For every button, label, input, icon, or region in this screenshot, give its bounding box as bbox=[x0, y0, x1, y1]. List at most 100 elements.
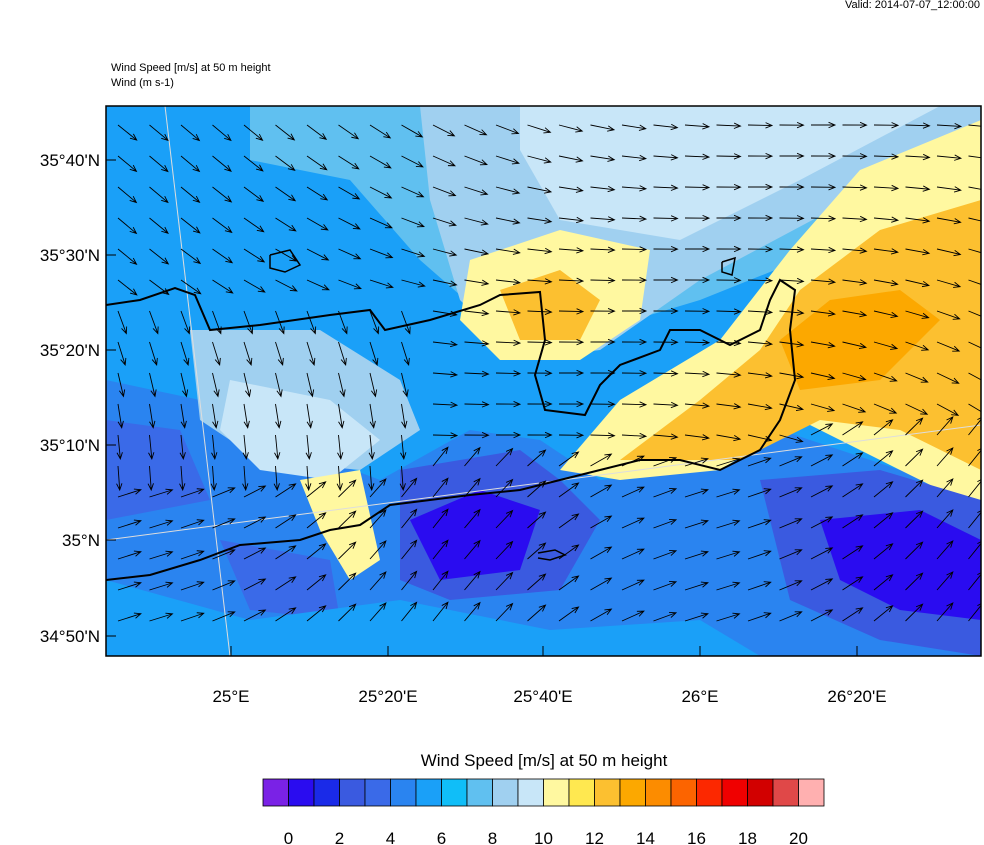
wind-arrow bbox=[179, 465, 186, 492]
wind-arrow bbox=[180, 248, 202, 265]
wind-arrow bbox=[117, 155, 138, 173]
wind-arrow bbox=[306, 217, 329, 231]
wind-arrow bbox=[558, 606, 580, 622]
wind-arrow bbox=[212, 487, 236, 498]
wind-arrow bbox=[116, 434, 123, 461]
wind-arrow bbox=[149, 124, 169, 142]
wind-arrow bbox=[149, 310, 159, 335]
wind-arrow bbox=[338, 603, 357, 622]
wind-arrow bbox=[243, 609, 267, 622]
wind-arrow bbox=[747, 403, 773, 411]
wind-arrow bbox=[936, 540, 954, 560]
wind-arrow bbox=[212, 518, 236, 529]
wind-arrow bbox=[558, 544, 580, 560]
wind-arrow bbox=[306, 124, 328, 141]
wind-arrow bbox=[275, 248, 298, 262]
wind-arrow bbox=[305, 465, 312, 492]
wind-arrow bbox=[590, 577, 613, 591]
wind-arrow bbox=[873, 372, 898, 382]
colorbar-label: 8 bbox=[488, 829, 497, 845]
wind-arrow bbox=[684, 519, 709, 529]
wind-arrow bbox=[842, 184, 868, 191]
wind-arrow bbox=[527, 186, 553, 194]
wind-arrow bbox=[432, 155, 456, 167]
wind-arrow bbox=[306, 543, 327, 560]
wind-arrow bbox=[117, 279, 138, 296]
wind-arrow bbox=[369, 540, 387, 560]
wind-arrow bbox=[464, 340, 490, 347]
wind-arrow bbox=[306, 279, 330, 291]
wind-arrow bbox=[716, 339, 742, 347]
wind-arrow bbox=[873, 341, 899, 350]
wind-arrow bbox=[212, 580, 236, 591]
wind-arrow bbox=[905, 279, 931, 288]
wind-arrow bbox=[527, 449, 547, 467]
wind-arrow bbox=[401, 341, 410, 367]
colorbar-label: 2 bbox=[335, 829, 344, 845]
wind-arrow bbox=[527, 511, 547, 529]
wind-arrow bbox=[810, 547, 834, 560]
wind-arrow bbox=[432, 279, 458, 287]
wind-arrow bbox=[716, 245, 742, 253]
wind-arrow bbox=[243, 341, 253, 367]
wind-arrow bbox=[968, 572, 981, 591]
wind-arrow bbox=[432, 601, 449, 622]
wind-arrow bbox=[495, 155, 520, 165]
wind-arrow bbox=[117, 186, 138, 204]
wind-arrow bbox=[117, 310, 128, 335]
wind-arrow bbox=[621, 517, 645, 529]
wind-arrow bbox=[621, 455, 645, 467]
wind-arrow bbox=[968, 248, 981, 254]
wind-arrow bbox=[747, 612, 772, 622]
wind-arrow bbox=[180, 310, 191, 335]
wind-arrow bbox=[432, 371, 459, 378]
colorbar-box bbox=[466, 778, 493, 807]
wind-arrow bbox=[842, 514, 864, 529]
wind-arrow bbox=[338, 310, 348, 335]
wind-arrow bbox=[401, 217, 425, 228]
wind-arrow bbox=[432, 217, 457, 227]
valid-time: Valid: 2014-07-07_12:00:00 bbox=[845, 0, 980, 11]
wind-arrow bbox=[464, 186, 489, 196]
wind-arrow bbox=[684, 308, 711, 315]
wind-arrow bbox=[936, 571, 954, 591]
wind-arrow bbox=[527, 400, 553, 408]
wind-arrow bbox=[117, 612, 142, 622]
wind-arrow bbox=[401, 601, 418, 622]
wind-arrow bbox=[968, 341, 981, 349]
wind-arrow bbox=[590, 608, 613, 622]
wind-arrow bbox=[211, 434, 218, 461]
lat-label: 35°20'N bbox=[40, 341, 100, 360]
wind-arrow bbox=[779, 487, 803, 498]
colorbar-box bbox=[619, 778, 646, 807]
wind-arrow bbox=[747, 183, 774, 191]
wind-arrow bbox=[180, 372, 189, 398]
wind-arrow bbox=[842, 576, 864, 591]
wind-arrow bbox=[905, 153, 931, 161]
wind-arrow bbox=[306, 341, 316, 367]
map-fill bbox=[106, 106, 981, 656]
colorbar-label: 18 bbox=[738, 829, 757, 845]
wind-arrow bbox=[779, 121, 805, 129]
wind-arrow bbox=[149, 372, 157, 398]
wind-arrow bbox=[180, 403, 187, 429]
wind-arrow bbox=[873, 574, 894, 591]
wind-arrow bbox=[590, 484, 613, 498]
wind-arrow bbox=[810, 403, 836, 412]
wind-arrow bbox=[653, 307, 679, 315]
wind-arrow bbox=[653, 154, 679, 161]
wind-arrow bbox=[527, 604, 547, 622]
wind-arrow bbox=[275, 607, 297, 622]
wind-arrow bbox=[464, 370, 490, 377]
wind-arrow bbox=[464, 432, 490, 439]
wind-arrow bbox=[968, 479, 981, 498]
wind-arrow bbox=[432, 477, 449, 498]
wind-arrow bbox=[306, 403, 313, 429]
wind-arrow bbox=[401, 508, 418, 529]
wind-arrow bbox=[305, 434, 312, 461]
wind-arrow bbox=[338, 186, 361, 200]
wind-arrow bbox=[275, 186, 297, 202]
wind-arrow bbox=[873, 310, 899, 319]
